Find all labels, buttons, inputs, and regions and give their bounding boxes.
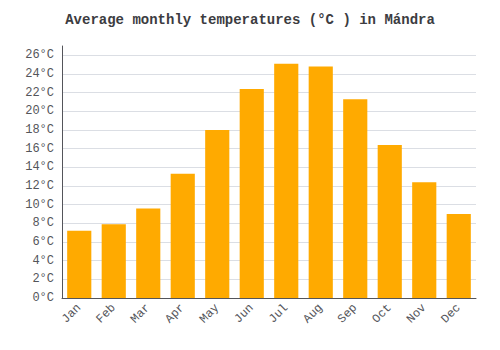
svg-text:14°C: 14°C — [25, 160, 54, 174]
svg-text:4°C: 4°C — [32, 254, 54, 268]
svg-text:8°C: 8°C — [32, 216, 54, 230]
svg-text:2°C: 2°C — [32, 272, 54, 286]
svg-text:26°C: 26°C — [25, 48, 54, 62]
svg-text:Average monthly temperatures (: Average monthly temperatures (°C ) in Má… — [65, 12, 435, 28]
svg-text:Jun: Jun — [232, 301, 257, 326]
svg-text:24°C: 24°C — [25, 67, 54, 81]
svg-text:16°C: 16°C — [25, 142, 54, 156]
svg-text:Feb: Feb — [94, 301, 119, 326]
svg-text:Nov: Nov — [404, 301, 429, 326]
svg-text:18°C: 18°C — [25, 123, 54, 137]
svg-text:0°C: 0°C — [32, 291, 54, 305]
svg-text:6°C: 6°C — [32, 235, 54, 249]
svg-text:Jan: Jan — [59, 301, 84, 326]
svg-text:10°C: 10°C — [25, 198, 54, 212]
svg-text:May: May — [197, 301, 222, 326]
svg-text:Sep: Sep — [335, 301, 360, 326]
svg-text:20°C: 20°C — [25, 104, 54, 118]
svg-text:22°C: 22°C — [25, 86, 54, 100]
svg-text:Dec: Dec — [439, 301, 464, 326]
svg-text:Jul: Jul — [266, 301, 291, 326]
svg-text:Apr: Apr — [163, 301, 188, 326]
svg-text:12°C: 12°C — [25, 179, 54, 193]
svg-text:Oct: Oct — [370, 301, 395, 326]
svg-text:Aug: Aug — [301, 301, 326, 326]
svg-text:Mar: Mar — [128, 301, 153, 326]
